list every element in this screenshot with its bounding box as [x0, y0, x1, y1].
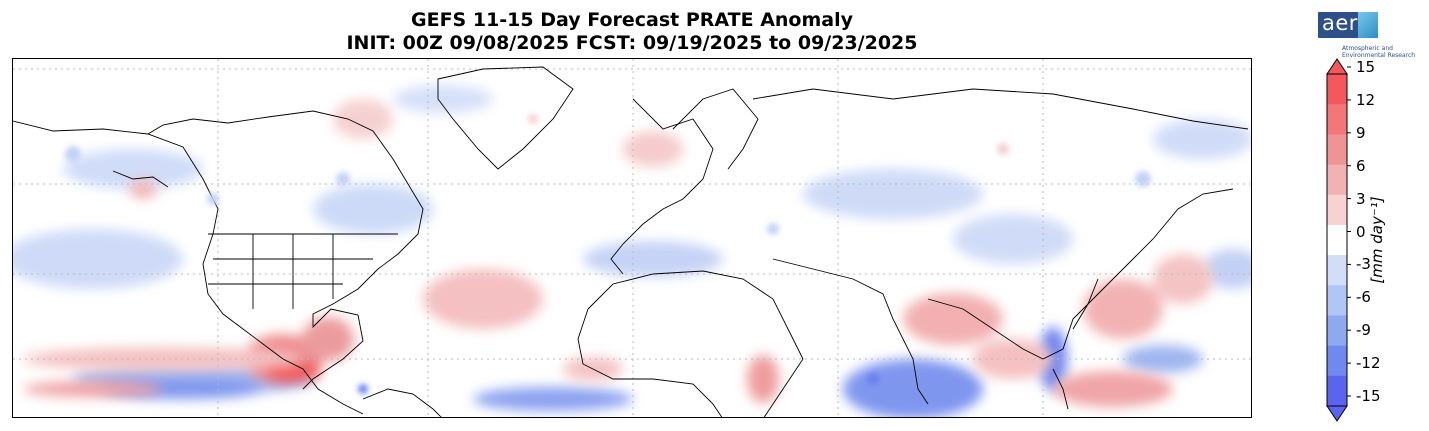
colorbar-min-arrow: [1326, 405, 1348, 422]
colorbar-segment: [1327, 74, 1347, 105]
chart-title: GEFS 11-15 Day Forecast PRATE Anomaly: [411, 9, 853, 31]
aer-logo: aer Atmospheric and Environmental Resear…: [1318, 11, 1418, 59]
logo-swoosh-icon: [1358, 12, 1378, 38]
colorbar-segment: [1327, 194, 1347, 226]
colorbar-frame: [1326, 73, 1348, 407]
colorbar-segment: [1327, 285, 1347, 316]
logo-badge: aer: [1318, 11, 1378, 38]
colorbar-segment: [1327, 134, 1347, 166]
coastlines: [13, 66, 1249, 417]
colorbar-tick-label: 0: [1356, 222, 1366, 241]
colorbar-segment: [1327, 255, 1347, 286]
map-canvas: [13, 59, 1251, 417]
colorbar-tick-label: 15: [1356, 58, 1376, 76]
chart-subtitle: INIT: 00Z 09/08/2025 FCST: 09/19/2025 to…: [346, 32, 918, 54]
colorbar-tick-label: -6: [1356, 288, 1371, 307]
colorbar-tick-label: 6: [1356, 156, 1366, 175]
colorbar-label: [mm day⁻¹]: [1368, 196, 1386, 284]
colorbar-segment: [1327, 315, 1347, 347]
colorbar-tick-label: -9: [1356, 321, 1371, 340]
colorbar: [1326, 58, 1351, 422]
colorbar-segment: [1327, 345, 1347, 377]
noise-speckles: [65, 114, 1151, 394]
logo-text: aer: [1322, 11, 1358, 35]
logo-subtitle-line1: Atmospheric and: [1342, 45, 1393, 52]
colorbar-segment: [1327, 224, 1347, 256]
colorbar-tick-label: 3: [1356, 189, 1366, 208]
colorbar-tick-label: -15: [1356, 387, 1381, 405]
colorbar-segment: [1327, 375, 1347, 407]
colorbar-max-arrow: [1326, 58, 1348, 75]
graticule: [13, 59, 1251, 417]
colorbar-segment: [1327, 164, 1347, 196]
colorbar-tick-label: -3: [1356, 255, 1371, 274]
colorbar-tick-label: -12: [1356, 354, 1381, 373]
colorbar-segment: [1327, 104, 1347, 135]
colorbar-tick-label: 12: [1356, 90, 1376, 109]
colorbar-tick-label: 9: [1356, 123, 1366, 142]
anomaly-map: [12, 58, 1252, 418]
logo-subtitle-line2: Environmental Research: [1342, 52, 1416, 59]
